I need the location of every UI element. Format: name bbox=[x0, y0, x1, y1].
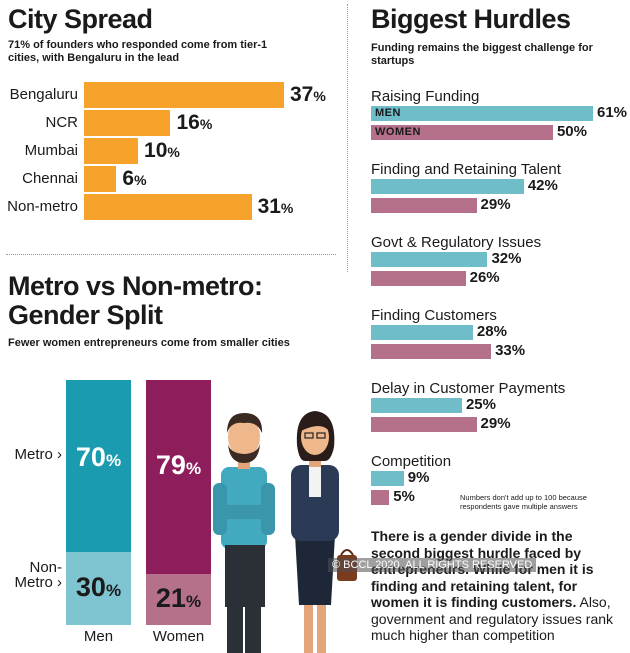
women-value: 5% bbox=[393, 488, 415, 505]
hurdle-title: Raising Funding bbox=[371, 88, 480, 105]
men-bar bbox=[371, 179, 524, 194]
men-bar bbox=[371, 252, 488, 267]
takeaway-text: There is a gender divide in the second b… bbox=[371, 528, 623, 644]
men-value: 61% bbox=[597, 104, 628, 121]
men-value: 32% bbox=[491, 250, 522, 267]
women-bar bbox=[371, 490, 390, 505]
men-value: 28% bbox=[476, 323, 507, 340]
hurdle-title: Finding and Retaining Talent bbox=[371, 161, 561, 178]
women-bar bbox=[371, 198, 477, 213]
city-spread-chart: Bengaluru 37% NCR 16% Mumbai 10% Chennai 6% Non-… bbox=[0, 82, 340, 228]
city-value: 6% bbox=[122, 167, 147, 190]
column-label: Men bbox=[83, 628, 114, 645]
women-value: 29% bbox=[480, 196, 511, 213]
city-value: 16% bbox=[176, 111, 213, 134]
men-value: 9% bbox=[407, 469, 430, 486]
women-tag: WOMEN bbox=[375, 126, 421, 138]
women-value: 29% bbox=[480, 415, 511, 432]
city-bar bbox=[84, 82, 284, 108]
men-bar bbox=[371, 471, 404, 486]
city-value: 31% bbox=[257, 195, 294, 218]
gender-split-chart: 70% 30% Men 79% 21% Women Metro › Non- Metro › bbox=[0, 380, 215, 653]
metro-value: 70% bbox=[75, 441, 122, 472]
column-label: Women bbox=[152, 628, 205, 645]
hurdles-chart: Raising Funding MEN 61% WOMEN 50% Finding and… bbox=[371, 88, 628, 505]
non-metro-value: 21% bbox=[155, 583, 202, 614]
city-bar bbox=[84, 194, 252, 220]
non-metro-column bbox=[146, 573, 211, 625]
takeaway-normal: Also, government and regulatory issues r… bbox=[371, 594, 614, 644]
gender-split-title-1: Metro vs Non-metro: bbox=[8, 271, 263, 301]
city-bar bbox=[84, 110, 171, 136]
gender-split-title-2: Gender Split bbox=[8, 300, 163, 330]
city-label: Bengaluru bbox=[9, 86, 78, 103]
men-tag: MEN bbox=[375, 107, 401, 119]
city-label: Chennai bbox=[22, 170, 78, 187]
city-value: 10% bbox=[144, 139, 180, 162]
women-bar bbox=[371, 417, 477, 432]
hurdles-note: Numbers don't add up to 100 because resp… bbox=[460, 493, 587, 511]
city-label: NCR bbox=[45, 114, 79, 131]
row-label-metro: Metro › bbox=[14, 445, 62, 463]
women-value: 50% bbox=[556, 123, 587, 140]
city-label: Non-metro bbox=[7, 198, 78, 215]
hurdle-title: Competition bbox=[371, 453, 452, 470]
women-bar bbox=[371, 271, 466, 286]
hurdles-subtitle: Funding remains the biggest challenge fo… bbox=[371, 42, 593, 68]
men-bar: MEN bbox=[371, 106, 593, 121]
city-label: Mumbai bbox=[24, 142, 78, 159]
men-value: 42% bbox=[527, 177, 558, 194]
women-bar bbox=[371, 344, 492, 359]
metro-column bbox=[146, 380, 211, 574]
city-value: 37% bbox=[290, 83, 326, 106]
women-value: 33% bbox=[495, 342, 526, 359]
women-value: 26% bbox=[469, 269, 500, 286]
metro-value: 79% bbox=[155, 449, 202, 480]
hurdle-title: Delay in Customer Payments bbox=[371, 380, 566, 397]
row-label-non-metro: Non- Metro › bbox=[14, 558, 62, 592]
non-metro-column bbox=[66, 551, 131, 625]
city-bar bbox=[84, 138, 139, 164]
city-spread-title: City Spread bbox=[8, 4, 153, 34]
metro-column bbox=[66, 380, 131, 552]
hurdle-title: Govt & Regulatory Issues bbox=[371, 234, 542, 251]
hurdle-title: Finding Customers bbox=[371, 307, 497, 324]
city-bar bbox=[84, 166, 117, 192]
city-spread-subtitle: 71% of founders who responded come from … bbox=[8, 39, 268, 65]
entrepreneurs-illustration bbox=[213, 411, 357, 653]
men-bar bbox=[371, 398, 462, 413]
man-figure bbox=[213, 413, 275, 653]
men-value: 25% bbox=[465, 396, 496, 413]
divider-left bbox=[6, 254, 336, 255]
women-bar: WOMEN bbox=[371, 125, 553, 140]
gender-split-subtitle: Fewer women entrepreneurs come from smal… bbox=[8, 337, 290, 349]
copyright-watermark: © BCCL 2020. ALL RIGHTS RESERVED bbox=[328, 558, 537, 572]
non-metro-value: 30% bbox=[75, 572, 122, 603]
divider-vertical bbox=[347, 4, 348, 272]
men-bar bbox=[371, 325, 473, 340]
hurdles-title: Biggest Hurdles bbox=[371, 4, 571, 34]
woman-figure bbox=[291, 411, 357, 653]
